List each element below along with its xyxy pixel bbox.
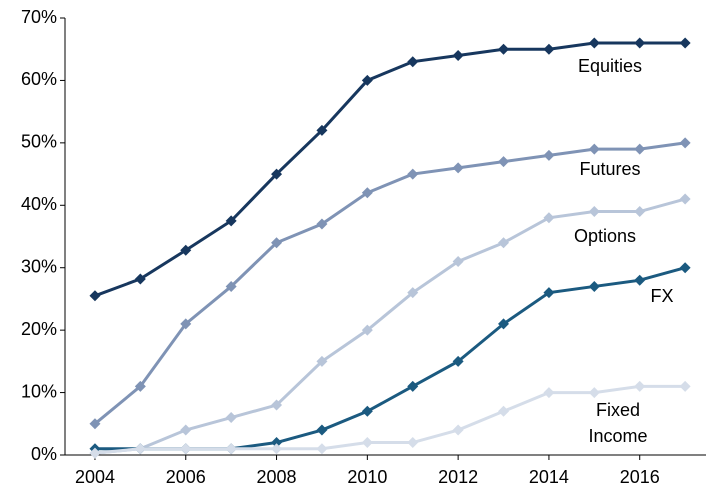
marker (134, 443, 146, 455)
marker (543, 287, 555, 299)
marker (543, 149, 555, 161)
marker (679, 193, 691, 205)
marker (452, 162, 464, 174)
marker (180, 318, 192, 330)
marker (89, 418, 101, 430)
marker (679, 137, 691, 149)
marker (316, 443, 328, 455)
marker (543, 387, 555, 399)
series-line (94, 41, 686, 298)
y-tick-label: 30% (21, 256, 57, 276)
y-tick-label: 20% (21, 319, 57, 339)
series-line (94, 197, 686, 455)
marker (361, 324, 373, 336)
marker (271, 443, 283, 455)
y-tick-label: 10% (21, 381, 57, 401)
y-tick-label: 0% (31, 444, 57, 464)
marker (271, 399, 283, 411)
marker (89, 290, 101, 302)
marker (134, 380, 146, 392)
marker (225, 443, 237, 455)
marker (361, 74, 373, 86)
marker (452, 255, 464, 267)
marker (89, 447, 101, 459)
marker (498, 156, 510, 168)
y-tick-label: 70% (21, 7, 57, 27)
marker (452, 424, 464, 436)
x-tick-label: 2014 (529, 467, 569, 487)
series-label: Equities (578, 56, 642, 76)
marker (452, 355, 464, 367)
series-line (94, 141, 686, 425)
marker (679, 37, 691, 49)
marker (452, 49, 464, 61)
marker (498, 237, 510, 249)
marker (361, 437, 373, 449)
marker (316, 124, 328, 136)
marker (407, 287, 419, 299)
marker (361, 405, 373, 417)
marker (180, 443, 192, 455)
marker (180, 424, 192, 436)
marker (407, 56, 419, 68)
marker (225, 215, 237, 227)
marker (316, 355, 328, 367)
marker (225, 412, 237, 424)
x-tick-label: 2004 (75, 467, 115, 487)
marker (634, 380, 646, 392)
marker (361, 187, 373, 199)
y-tick-label: 40% (21, 194, 57, 214)
x-tick-label: 2006 (166, 467, 206, 487)
marker (316, 424, 328, 436)
marker (543, 43, 555, 55)
x-tick-label: 2010 (347, 467, 387, 487)
marker (271, 237, 283, 249)
y-tick-label: 50% (21, 132, 57, 152)
marker (588, 143, 600, 155)
marker (588, 37, 600, 49)
marker (543, 212, 555, 224)
marker (634, 37, 646, 49)
marker (588, 387, 600, 399)
series-label: Futures (579, 159, 640, 179)
y-tick-label: 60% (21, 69, 57, 89)
x-tick-label: 2016 (620, 467, 660, 487)
marker (634, 143, 646, 155)
series-line (94, 384, 686, 455)
x-tick-label: 2008 (257, 467, 297, 487)
marker (271, 437, 283, 449)
marker (634, 206, 646, 218)
marker (407, 380, 419, 392)
marker (225, 280, 237, 292)
x-tick-label: 2012 (438, 467, 478, 487)
marker (407, 168, 419, 180)
series-label: Fixed Income (588, 400, 647, 446)
marker (679, 262, 691, 274)
marker (498, 405, 510, 417)
series-label: Options (574, 226, 636, 246)
marker (134, 273, 146, 285)
series-label: FX (650, 286, 673, 306)
marker (588, 206, 600, 218)
marker (271, 168, 283, 180)
marker (180, 244, 192, 256)
marker (498, 43, 510, 55)
marker (634, 274, 646, 286)
marker (588, 280, 600, 292)
series-line (94, 266, 686, 451)
marker (498, 318, 510, 330)
marker (407, 437, 419, 449)
marker (316, 218, 328, 230)
marker (679, 380, 691, 392)
